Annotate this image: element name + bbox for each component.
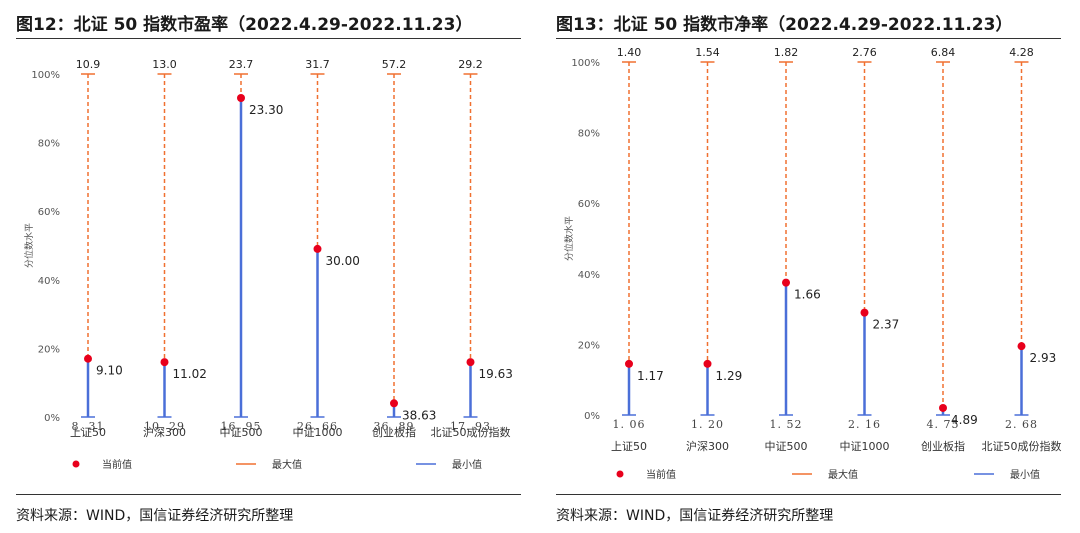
current-value-label: 1.29 [716,369,743,383]
y-tick-label: 100% [31,70,60,81]
legend-current-label: 当前值 [646,468,676,481]
legend-max-label: 最大值 [828,468,858,481]
category-label: 创业板指 [921,439,965,453]
current-value-label: 2.37 [873,318,900,332]
pe-chart-svg: 0% 20% 40% 60% 80% 100% 分位数水平 10.9 8. 31 9.10 上证50… [23,58,513,471]
min-value-label: 8. 31 [72,420,105,433]
min-value-label: 2. 16 [848,418,881,431]
category-label: 中证1000 [293,426,343,439]
source-note: 资料来源：WIND，国信证券经济研究所整理 [556,508,834,524]
max-value-label: 10.9 [76,58,101,71]
legend-current-marker [72,460,80,468]
min-value-label: 4. 75 [927,418,960,431]
max-value-label: 13.0 [152,58,177,71]
max-value-label: 31.7 [305,58,330,71]
current-value-dot [390,399,398,408]
min-value-label: 10. 29 [144,420,185,433]
legend-current-label: 当前值 [102,458,132,471]
category-label: 上证50 [611,440,647,453]
current-value-dot [84,354,92,363]
max-value-label: 2.76 [852,46,877,59]
current-value-dot [1017,342,1026,351]
max-value-label: 1.40 [617,46,642,59]
current-value-label: 19.63 [479,367,513,381]
y-tick-label: 0% [584,411,600,422]
category-label: 北证50成份指数 [431,425,511,439]
current-value-label: 1.66 [794,288,821,302]
y-axis-label: 分位数水平 [563,216,575,261]
category-label: 沪深300 [143,425,186,439]
title-rule [16,38,521,39]
current-value-label: 1.17 [637,369,664,383]
y-tick-label: 60% [578,199,600,210]
current-value-dot [782,278,790,287]
legend-current-marker [616,470,624,478]
current-value-label: 38.63 [402,408,436,422]
figure-title: 图13：北证 50 指数市净率（2022.4.29-2022.11.23） [556,15,1013,35]
current-value-label: 9.10 [96,364,123,378]
y-tick-label: 100% [571,58,600,69]
min-value-label: 1. 20 [691,418,724,431]
max-value-label: 57.2 [382,58,407,71]
y-tick-label: 0% [44,413,60,424]
max-value-label: 4.28 [1009,46,1034,59]
current-value-dot [466,358,475,367]
title-rule [556,38,1061,39]
source-note: 资料来源：WIND，国信证券经济研究所整理 [16,508,294,524]
max-value-label: 29.2 [458,58,483,71]
y-tick-label: 40% [38,276,60,287]
y-tick-label: 80% [578,129,600,140]
min-value-label: 16. 95 [221,420,262,433]
current-value-label: 4.89 [951,413,978,427]
max-value-label: 23.7 [229,58,254,71]
current-value-dot [939,403,947,412]
current-value-label: 2.93 [1030,351,1057,365]
min-value-label: 17. 93 [450,420,491,433]
current-value-dot [313,244,322,253]
current-value-dot [160,358,169,367]
category-label: 上证50 [70,426,106,439]
legend-min-label: 最小值 [1010,468,1040,481]
pb-chart-svg: 0% 20% 40% 60% 80% 100% 分位数水平 1.40 1. 06 1.17 上证50… [563,46,1062,481]
category-label: 沪深300 [686,439,729,453]
y-tick-label: 80% [38,139,60,150]
current-value-label: 30.00 [326,254,360,268]
min-value-label: 26. 66 [297,420,338,433]
current-value-label: 23.30 [249,103,283,117]
source-rule [556,494,1061,495]
max-value-label: 1.54 [695,46,720,59]
chart-panel-pe: 图12：北证 50 指数市盈率（2022.4.29-2022.11.23） 0%… [16,0,536,533]
current-value-label: 11.02 [173,367,207,381]
min-value-label: 1. 06 [613,418,646,431]
y-tick-label: 60% [38,207,60,218]
current-value-dot [625,359,633,368]
legend-min-label: 最小值 [452,458,482,471]
min-value-label: 1. 52 [770,418,803,431]
category-label: 中证500 [765,440,808,453]
category-label: 北证50成份指数 [982,439,1062,453]
source-rule [16,494,521,495]
max-value-label: 6.84 [931,46,956,59]
current-value-dot [237,94,245,103]
y-axis-label: 分位数水平 [23,223,35,268]
min-value-label: 36. 89 [374,420,415,433]
legend-max-label: 最大值 [272,458,302,471]
min-value-label: 2. 68 [1005,418,1038,431]
y-tick-label: 40% [578,270,600,281]
figure-title: 图12：北证 50 指数市盈率（2022.4.29-2022.11.23） [16,15,473,35]
max-value-label: 1.82 [774,46,799,59]
chart-panel-pb: 图13：北证 50 指数市净率（2022.4.29-2022.11.23） 0%… [556,0,1076,533]
current-value-dot [860,308,869,317]
y-tick-label: 20% [578,340,600,351]
category-label: 中证500 [220,426,263,439]
current-value-dot [703,359,712,368]
category-label: 创业板指 [372,425,416,439]
y-tick-label: 20% [38,344,60,355]
category-label: 中证1000 [840,440,890,453]
